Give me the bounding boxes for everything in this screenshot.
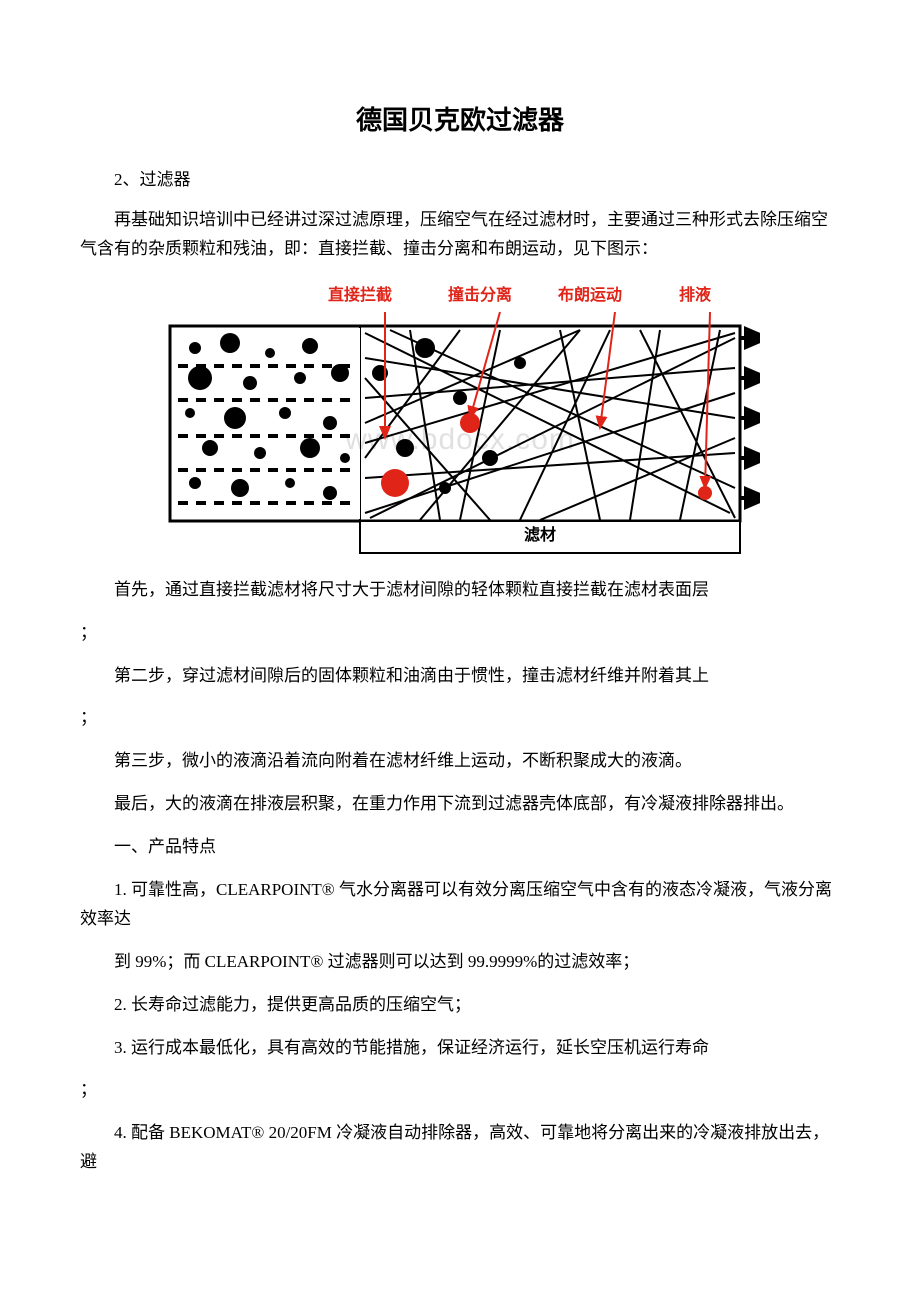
step-4: 最后，大的液滴在排液层积聚，在重力作用下流到过滤器壳体底部，有冷凝液排除器排出。 [80, 790, 840, 819]
feature-3-tail: ； [80, 1076, 840, 1105]
step-1-tail: ； [80, 619, 840, 648]
svg-text:撞击分离: 撞击分离 [448, 285, 512, 304]
feature-1b: 到 99%；而 CLEARPOINT® 过滤器则可以达到 99.9999%的过滤… [80, 948, 840, 977]
page-title: 德国贝克欧过滤器 [80, 100, 840, 137]
step-1: 首先，通过直接拦截滤材将尺寸大于滤材间隙的轻体颗粒直接拦截在滤材表面层 [80, 576, 840, 605]
features-heading: 一、产品特点 [80, 833, 840, 862]
svg-text:排液: 排液 [679, 285, 712, 304]
svg-text:直接拦截: 直接拦截 [328, 285, 392, 304]
feature-1a: 1. 可靠性高，CLEARPOINT® 气水分离器可以有效分离压缩空气中含有的液… [80, 876, 840, 934]
feature-2: 2. 长寿命过滤能力，提供更高品质的压缩空气； [80, 991, 840, 1020]
intro-paragraph: 再基础知识培训中已经讲过深过滤原理，压缩空气在经过滤材时，主要通过三种形式去除压… [80, 206, 840, 264]
title-text: 德国贝克欧过滤器 [356, 105, 564, 135]
svg-text:滤材: 滤材 [524, 525, 556, 544]
step-3: 第三步，微小的液滴沿着流向附着在滤材纤维上运动，不断积聚成大的液滴。 [80, 747, 840, 776]
section-number: 2、过滤器 [80, 165, 840, 190]
filter-diagram: 直接拦截撞击分离布朗运动排液滤材 www.bdocx.com [160, 278, 760, 558]
step-2: 第二步，穿过滤材间隙后的固体颗粒和油滴由于惯性，撞击滤材纤维并附着其上 [80, 662, 840, 691]
diagram-container: 直接拦截撞击分离布朗运动排液滤材 www.bdocx.com [80, 278, 840, 558]
step-2-tail: ； [80, 704, 840, 733]
feature-4: 4. 配备 BEKOMAT® 20/20FM 冷凝液自动排除器，高效、可靠地将分… [80, 1119, 840, 1177]
svg-text:布朗运动: 布朗运动 [558, 285, 622, 304]
feature-3: 3. 运行成本最低化，具有高效的节能措施，保证经济运行，延长空压机运行寿命 [80, 1034, 840, 1063]
